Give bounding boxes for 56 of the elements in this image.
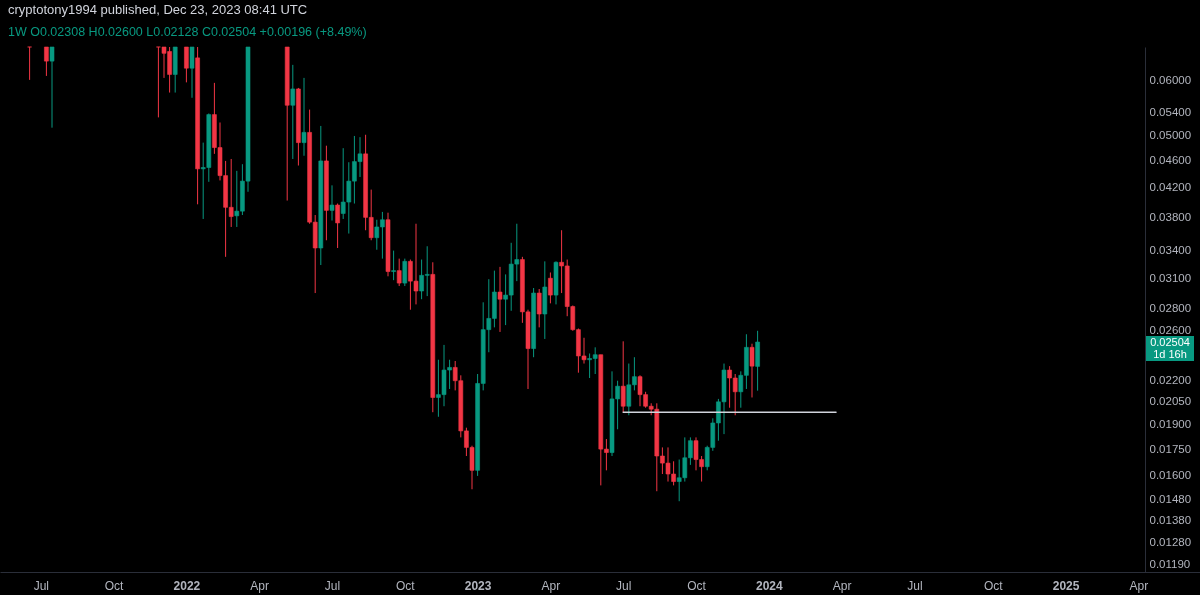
annotation: 1d 16h (1153, 348, 1187, 361)
y-tick-label: 0.02800 (1149, 302, 1192, 315)
chart-title: cryptotony1994 published, Dec 23, 2023 08:41 UTC (8, 2, 308, 17)
x-tick-label: Apr (832, 578, 852, 593)
y-tick-label: 0.01600 (1149, 469, 1192, 482)
candlestick (536, 288, 542, 328)
candlestick (184, 46, 189, 83)
candlestick (620, 340, 626, 413)
x-tick-label: Apr (541, 578, 561, 593)
x-tick-label: 2024 (755, 578, 783, 593)
x-tick-label: 2023 (464, 578, 492, 593)
y-tick-label: 0.01190 (1149, 557, 1191, 570)
y-tick-label: 0.02600 (1149, 324, 1192, 337)
candlestick (749, 343, 755, 398)
y-tick-label: 0.03400 (1149, 244, 1192, 257)
candlestick (290, 64, 296, 160)
candlestick (391, 250, 396, 281)
y-tick-label: 0.01280 (1149, 536, 1192, 549)
candlestick (548, 272, 553, 304)
x-tick-label: Jul (324, 578, 341, 593)
y-tick-label: 0.03800 (1149, 210, 1192, 223)
candlestick (49, 46, 55, 129)
chart-subtitle: 1W O0.02308 H0.02600 L0.02128 C0.02504 +0.00196 (+8.49%) (8, 25, 367, 39)
candlestick (27, 46, 32, 81)
y-tick-label: 0.01480 (1149, 492, 1192, 505)
candlestick (44, 46, 49, 77)
x-tick-label: 2025 (1052, 578, 1080, 593)
y-tick-label: 0.02050 (1149, 395, 1192, 408)
x-tick-label: Oct (687, 578, 707, 593)
y-tick-label: 0.03100 (1149, 271, 1192, 284)
x-tick-label: Oct (395, 578, 416, 593)
x-tick-label: Apr (250, 578, 270, 593)
y-tick-label: 0.04200 (1149, 180, 1192, 193)
candlestick (189, 46, 195, 99)
y-tick-label: 0.01900 (1149, 418, 1192, 431)
y-tick-label: 0.01750 (1149, 442, 1192, 455)
x-tick-label: 2022 (173, 578, 201, 593)
y-tick-label: 0.05000 (1149, 128, 1192, 141)
candlestick (301, 77, 307, 157)
candlestick (497, 266, 503, 333)
y-tick-label: 0.06000 (1149, 74, 1192, 87)
x-tick-label: Apr (1129, 578, 1149, 593)
x-tick-label: Jul (616, 578, 632, 593)
candlestick (396, 258, 402, 287)
annotation: 0.02504 (1150, 336, 1190, 349)
candlestick (329, 184, 335, 222)
candlestick (335, 203, 340, 249)
x-tick-label: Oct (104, 578, 125, 593)
y-tick-label: 0.05400 (1149, 105, 1192, 118)
y-tick-label: 0.04600 (1149, 153, 1192, 166)
x-tick-label: Oct (983, 578, 1004, 593)
y-tick-label: 0.01380 (1149, 513, 1192, 526)
candlestick (402, 258, 408, 287)
y-tick-label: 0.02200 (1149, 374, 1192, 387)
x-tick-label: Jul (33, 578, 49, 593)
x-tick-label: Jul (907, 578, 923, 593)
